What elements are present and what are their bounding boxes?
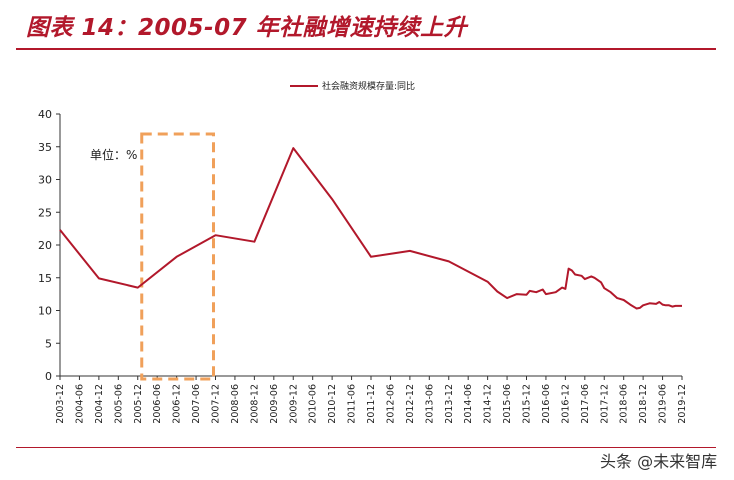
y-tick-label: 10 — [38, 305, 52, 318]
x-tick-label: 2014-06 — [463, 384, 474, 424]
x-tick-label: 2008-12 — [249, 384, 260, 424]
series-layer — [59, 147, 682, 310]
footer-rule — [16, 447, 716, 448]
x-tick-label: 2005-06 — [113, 384, 124, 424]
unit-annotation: 单位：% — [90, 147, 137, 162]
x-tick-label: 2008-06 — [230, 384, 241, 424]
x-tick-label: 2007-06 — [191, 384, 202, 424]
x-tick-label: 2018-12 — [638, 384, 649, 424]
y-tick-label: 20 — [38, 239, 52, 252]
title-underline — [16, 48, 716, 50]
x-tick-label: 2011-06 — [347, 384, 358, 424]
x-tick-label: 2003-12 — [55, 384, 66, 424]
x-tick-label: 2007-12 — [211, 384, 222, 424]
y-tick-label: 35 — [38, 141, 52, 154]
x-tick-label: 2005-12 — [133, 384, 144, 424]
x-tick-label: 2009-06 — [269, 384, 280, 424]
x-tick-label: 2019-12 — [677, 384, 688, 424]
y-tick-label: 25 — [38, 206, 52, 219]
x-tick-label: 2004-12 — [94, 384, 105, 424]
x-tick-label: 2004-06 — [74, 384, 85, 424]
watermark: 头条 @未来智库 — [600, 452, 718, 471]
x-tick-label: 2017-12 — [599, 384, 610, 424]
x-tick-label: 2015-06 — [502, 384, 513, 424]
series-line — [59, 147, 682, 310]
chart-axes: 0 5 10 15 20 25 30 35 40 2003-12 2004-06 2004-12 200… — [38, 108, 688, 424]
x-tick-label: 2016-12 — [560, 384, 571, 424]
x-tick-label: 2012-06 — [385, 384, 396, 424]
x-tick-label: 2010-12 — [327, 384, 338, 424]
x-tick-label: 2016-06 — [541, 384, 552, 424]
x-tick-label: 2009-12 — [288, 384, 299, 424]
chart-title: 图表 14：2005-07 年社融增速持续上升 — [26, 15, 468, 41]
highlight-box — [140, 132, 215, 381]
x-tick-label: 2014-12 — [483, 384, 494, 424]
y-tick-label: 30 — [38, 174, 52, 187]
chart-legend: 社会融资规模存量:同比 — [290, 80, 415, 92]
x-tick-label: 2019-06 — [658, 384, 669, 424]
x-tick-label: 2006-12 — [172, 384, 183, 424]
legend-label: 社会融资规模存量:同比 — [322, 80, 415, 92]
x-tick-label: 2012-12 — [405, 384, 416, 424]
highlight-region — [140, 132, 215, 381]
x-tick-label: 2018-06 — [619, 384, 630, 424]
x-tick-label: 2017-06 — [580, 384, 591, 424]
x-tick-label: 2013-06 — [424, 384, 435, 424]
x-tick-label: 2013-12 — [444, 384, 455, 424]
x-tick-label: 2010-06 — [308, 384, 319, 424]
y-tick-label: 40 — [38, 108, 52, 121]
y-tick-label: 0 — [45, 370, 52, 383]
y-tick-label: 5 — [45, 337, 52, 350]
y-tick-label: 15 — [38, 272, 52, 285]
x-tick-label: 2011-12 — [366, 384, 377, 424]
x-tick-label: 2006-06 — [152, 384, 163, 424]
x-tick-label: 2015-12 — [522, 384, 533, 424]
